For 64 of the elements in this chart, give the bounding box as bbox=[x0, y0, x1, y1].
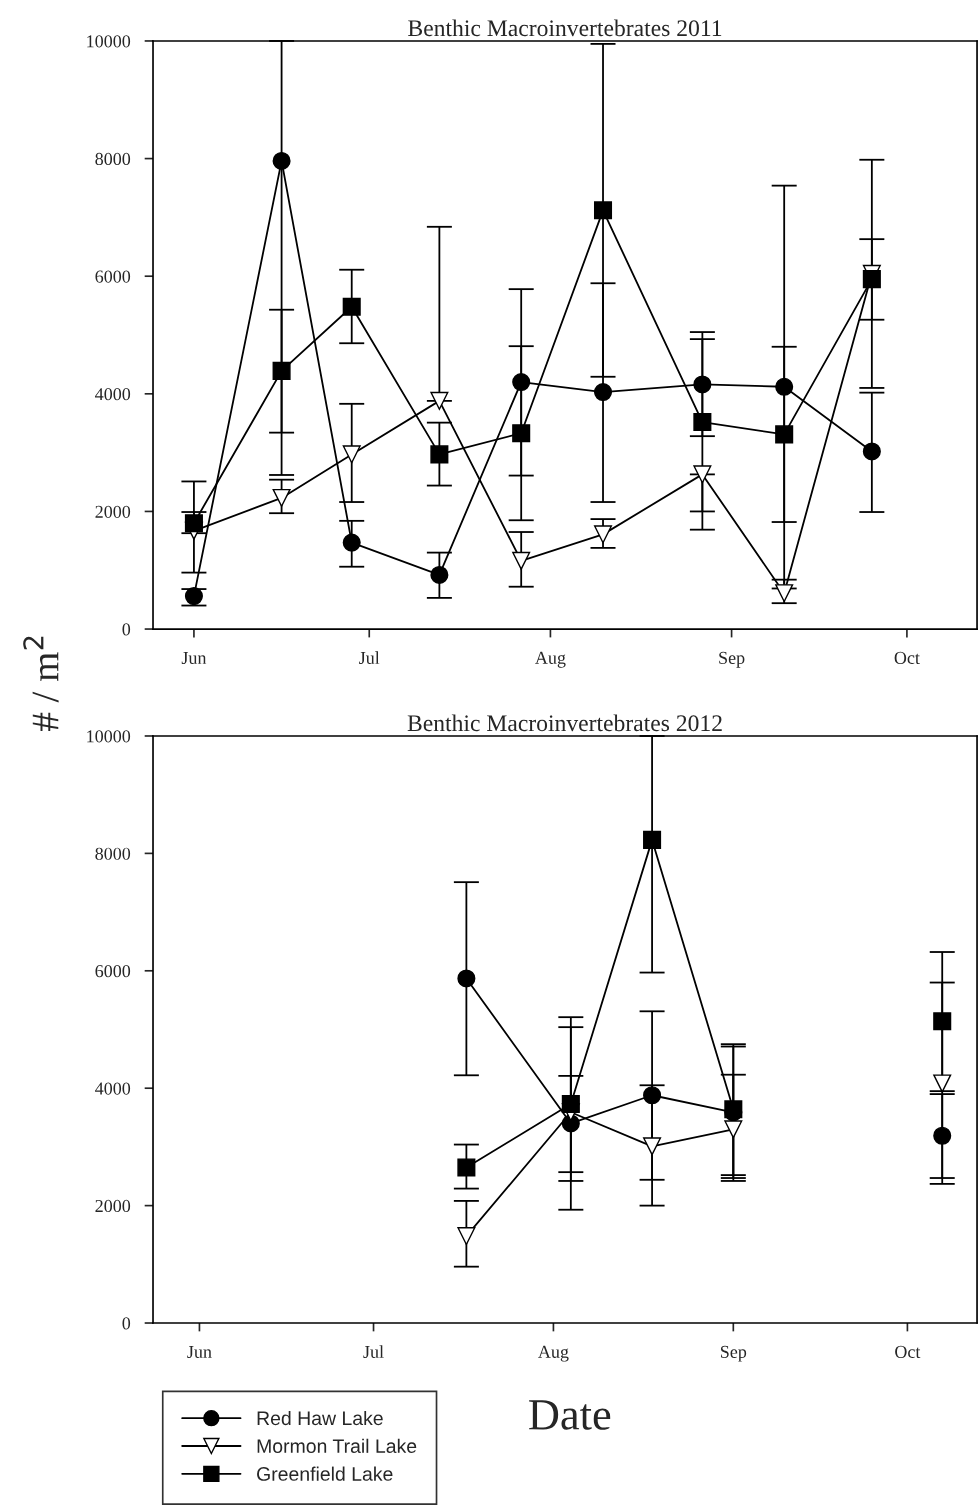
x-tick-label: Aug bbox=[538, 1345, 569, 1362]
point bbox=[724, 1120, 743, 1139]
point bbox=[457, 1227, 476, 1246]
y-tick-label: 2000 bbox=[95, 1199, 131, 1213]
point bbox=[342, 445, 361, 464]
x-tick-label: Jul bbox=[359, 651, 380, 664]
y-tick-label: 4000 bbox=[95, 388, 131, 401]
point bbox=[512, 373, 531, 392]
point bbox=[933, 1012, 952, 1031]
point bbox=[561, 1095, 580, 1114]
point bbox=[593, 525, 613, 544]
x-tick-label: Sep bbox=[720, 1345, 747, 1362]
y-tick-label: 6000 bbox=[95, 965, 131, 978]
y-tick-label: 0 bbox=[122, 623, 131, 636]
point bbox=[184, 587, 203, 606]
point bbox=[775, 377, 794, 396]
point bbox=[430, 391, 449, 410]
point bbox=[643, 1137, 662, 1156]
legend-label: Greenfield Lake bbox=[257, 1466, 393, 1481]
y-tick-label: 10000 bbox=[87, 35, 131, 48]
y-tick-label: 6000 bbox=[95, 270, 131, 283]
point bbox=[272, 361, 291, 380]
x-axis-title: Date bbox=[529, 1400, 611, 1430]
point bbox=[643, 1086, 662, 1105]
point bbox=[342, 297, 361, 316]
point bbox=[933, 1074, 952, 1093]
point bbox=[430, 445, 449, 464]
point bbox=[693, 413, 712, 432]
point bbox=[272, 488, 291, 507]
x-tick-label: Aug bbox=[535, 651, 566, 668]
y-axis-title: # / m$^{2}$ bbox=[23, 636, 59, 731]
point bbox=[775, 584, 794, 603]
x-tick-label: Jul bbox=[363, 1345, 384, 1358]
point bbox=[643, 830, 662, 849]
y-tick-label: 2000 bbox=[95, 505, 131, 518]
point bbox=[457, 969, 476, 988]
y-tick-label: 4000 bbox=[95, 1082, 131, 1095]
point bbox=[272, 151, 291, 170]
point bbox=[775, 425, 794, 444]
point bbox=[693, 465, 712, 484]
legend-label: Mormon Trail Lake bbox=[257, 1438, 417, 1454]
chart-title: Benthic Macroinvertebrates 2011 bbox=[408, 19, 722, 37]
y-tick-label: 0 bbox=[122, 1317, 131, 1330]
chart-title: Benthic Macroinvertebrates 2012 bbox=[407, 714, 722, 732]
point bbox=[693, 375, 712, 394]
x-tick-label: Oct bbox=[894, 651, 920, 664]
x-tick-label: Jun bbox=[187, 1345, 212, 1358]
point bbox=[593, 383, 613, 402]
point bbox=[430, 565, 449, 584]
y-tick-label: 8000 bbox=[95, 847, 131, 860]
point bbox=[512, 424, 531, 443]
legend-label: Red Haw Lake bbox=[257, 1410, 383, 1426]
x-tick-label: Jun bbox=[181, 651, 207, 664]
y-tick-label: 10000 bbox=[87, 730, 131, 743]
point bbox=[512, 551, 531, 570]
point bbox=[862, 270, 881, 289]
y-tick-label: 8000 bbox=[95, 152, 131, 166]
point bbox=[457, 1158, 476, 1177]
x-tick-label: Oct bbox=[895, 1345, 921, 1358]
point bbox=[342, 533, 361, 552]
x-tick-label: Sep bbox=[719, 651, 745, 668]
point bbox=[593, 201, 613, 220]
point bbox=[862, 442, 881, 461]
point bbox=[933, 1126, 952, 1145]
